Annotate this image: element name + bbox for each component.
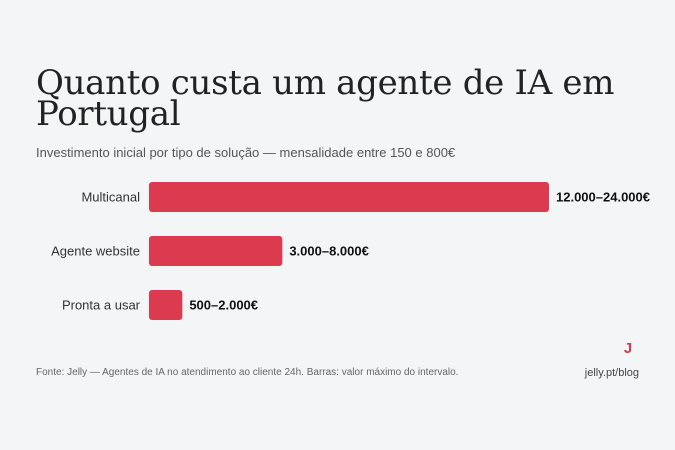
source-note: Fonte: Jelly — Agentes de IA no atendime…: [36, 367, 459, 378]
jelly-logo-icon: J: [623, 340, 633, 357]
bar: [149, 182, 549, 212]
bar-value-label: 3.000–8.000€: [289, 244, 369, 259]
brand-url: jelly.pt/blog: [584, 367, 639, 379]
bar-value-label: 12.000–24.000€: [556, 190, 650, 205]
bar-value-label: 500–2.000€: [189, 298, 258, 313]
bar-category-label: Agente website: [51, 244, 140, 259]
chart-subtitle: Investimento inicial por tipo de solução…: [36, 145, 456, 160]
bar-category-label: Multicanal: [81, 190, 140, 205]
bar: [149, 236, 283, 266]
chart-title: Quanto custa um agente de IA em Portugal: [36, 63, 615, 134]
bar-category-label: Pronta a usar: [62, 298, 141, 313]
bar: [149, 290, 183, 320]
bar-chart: Multicanal 12.000–24.000€ Agente website 3.…: [51, 182, 650, 320]
